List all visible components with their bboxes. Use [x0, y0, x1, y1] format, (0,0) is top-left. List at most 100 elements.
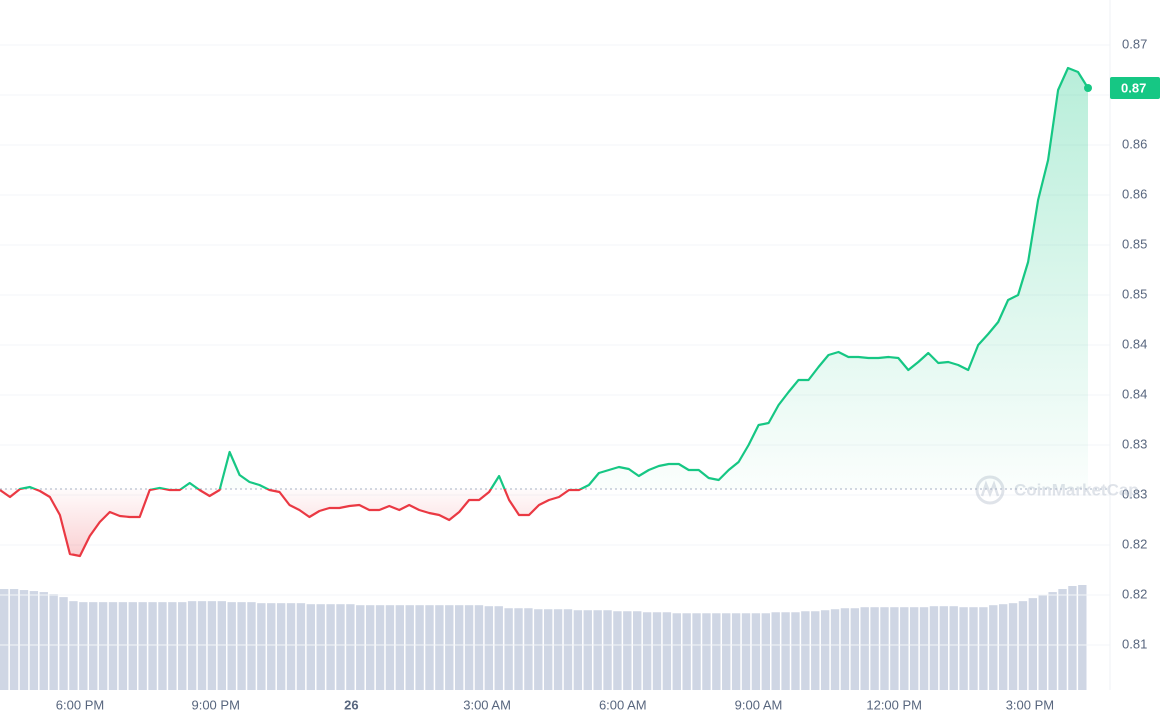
volume-bar	[741, 613, 751, 690]
volume-bar	[1048, 592, 1057, 690]
volume-bar	[504, 608, 513, 690]
y-tick-label: 0.85	[1122, 236, 1147, 251]
volume-bar	[207, 601, 217, 690]
volume-bar	[9, 589, 19, 690]
volume-bar	[1078, 585, 1087, 690]
y-tick-label: 0.83	[1122, 486, 1147, 501]
volume-bar	[326, 604, 335, 690]
y-tick-label: 0.84	[1122, 386, 1147, 401]
volume-bar	[464, 605, 474, 690]
volume-bar	[296, 603, 306, 690]
volume-bar	[593, 610, 602, 690]
volume-bar	[573, 610, 583, 690]
volume-bar	[435, 605, 444, 690]
volume-bar	[69, 601, 78, 690]
volume-bar	[365, 605, 375, 690]
volume-bar	[395, 605, 405, 690]
volume-bar	[682, 613, 691, 690]
volume-bar	[415, 605, 424, 690]
last-point	[1084, 84, 1092, 92]
volume-bar	[138, 602, 147, 690]
price-area	[0, 68, 1088, 556]
x-tick-label: 6:00 AM	[599, 697, 647, 712]
volume-bar	[850, 608, 860, 690]
volume-bar	[356, 605, 365, 690]
volume-bar	[692, 613, 701, 690]
volume-bar	[563, 609, 573, 690]
volume-bar	[118, 602, 128, 690]
volume-bar	[623, 611, 632, 690]
volume-bar	[791, 612, 800, 690]
x-tick-label: 12:00 PM	[866, 697, 922, 712]
price-tag	[1110, 77, 1160, 99]
volume-bar	[781, 612, 790, 690]
y-tick-label: 0.84	[1122, 336, 1147, 351]
x-tick-label: 3:00 PM	[1006, 697, 1054, 712]
volume-bar	[306, 604, 316, 690]
volume-bar	[276, 603, 286, 690]
volume-bar	[633, 611, 642, 690]
volume-bar	[168, 602, 177, 690]
volume-bar	[474, 605, 484, 690]
volume-bar	[375, 605, 385, 690]
volume-bar	[247, 602, 256, 690]
volume-bar	[652, 612, 662, 690]
volume-bar	[929, 606, 939, 690]
volume-bar	[19, 590, 29, 690]
price-line	[0, 66, 1089, 558]
price-tag-label: 0.87	[1121, 80, 1146, 95]
volume-bar	[751, 613, 761, 690]
x-tick-label: 6:00 PM	[56, 697, 104, 712]
volume-bar	[603, 610, 612, 690]
volume-bar	[286, 603, 296, 690]
volume-bar	[445, 605, 454, 690]
volume-bar	[316, 604, 325, 690]
volume-bar	[761, 613, 770, 690]
volume-bar	[642, 612, 652, 690]
volume-bar	[900, 607, 909, 690]
volume-bar	[662, 612, 672, 690]
volume-bar	[722, 613, 731, 690]
volume-bar	[731, 613, 741, 690]
volume-bar	[346, 604, 355, 690]
volume-bar	[217, 601, 226, 690]
volume-bar	[267, 603, 276, 690]
y-tick-label: 0.82	[1122, 586, 1147, 601]
y-tick-label: 0.86	[1122, 186, 1147, 201]
volume-bar	[158, 602, 167, 690]
y-tick-label: 0.85	[1122, 286, 1147, 301]
volume-bar	[860, 607, 869, 690]
volume-bar	[553, 609, 563, 690]
volume-bar	[672, 613, 681, 690]
volume-bar	[59, 597, 68, 690]
y-tick-label: 0.81	[1122, 636, 1147, 651]
volume-bar	[1018, 601, 1028, 690]
volume-bar	[702, 613, 711, 690]
volume-bar	[840, 608, 850, 690]
volume-bar	[919, 607, 929, 690]
volume-bar	[79, 602, 88, 690]
volume-bar	[909, 607, 919, 690]
volume-bar	[1008, 603, 1018, 690]
volume-bar	[128, 602, 137, 690]
volume-bar	[484, 606, 494, 690]
volume-bar	[939, 606, 949, 690]
y-tick-label: 0.83	[1122, 436, 1147, 451]
volume-bar	[801, 611, 810, 690]
volume-bar	[89, 602, 98, 690]
volume-bar	[969, 607, 978, 690]
volume-bar	[771, 612, 780, 690]
volume-bar	[0, 589, 9, 690]
y-tick-label: 0.82	[1122, 536, 1147, 551]
volume-bar	[187, 601, 197, 690]
volume-bar	[949, 606, 958, 690]
volume-bar	[811, 611, 820, 690]
volume-bar	[49, 594, 58, 690]
volume-bar	[257, 603, 266, 690]
volume-bar	[39, 592, 48, 690]
volume-bar	[890, 607, 899, 690]
volume-bar	[1038, 595, 1047, 690]
volume-bar	[979, 607, 988, 690]
volume-bar	[998, 604, 1008, 690]
